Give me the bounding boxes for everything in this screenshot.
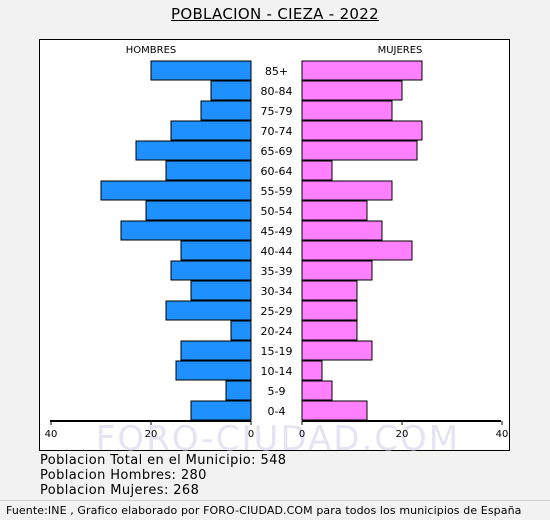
- men-bar-5-9: [225, 380, 252, 401]
- women-x-tick-label: 40: [496, 429, 509, 440]
- men-bar-10-14: [175, 360, 252, 381]
- men-bar-0-4: [190, 400, 252, 421]
- women-bar-45-49: [301, 220, 383, 241]
- women-bar-10-14: [301, 360, 323, 381]
- age-group-label: 65-69: [261, 145, 293, 158]
- age-group-label: 75-79: [261, 105, 293, 118]
- men-bar-85+: [150, 60, 252, 81]
- women-bar-50-54: [301, 200, 368, 221]
- women-bar-85+: [301, 60, 423, 81]
- women-bar-5-9: [301, 380, 333, 401]
- age-group-label: 60-64: [261, 165, 293, 178]
- women-bar-20-24: [301, 320, 358, 341]
- age-group-label: 25-29: [261, 305, 293, 318]
- age-group-label: 55-59: [261, 185, 293, 198]
- age-group-label: 80-84: [261, 85, 293, 98]
- women-bar-60-64: [301, 160, 333, 181]
- men-bar-65-69: [135, 140, 252, 161]
- men-x-tick-label: 0: [248, 429, 254, 440]
- age-group-label: 35-39: [261, 265, 293, 278]
- source-note: Fuente:INE , Grafico elaborado por FORO-…: [6, 504, 522, 517]
- men-bar-70-74: [170, 120, 252, 141]
- men-population-text: Poblacion Hombres: 280: [40, 468, 207, 483]
- men-bar-20-24: [230, 320, 252, 341]
- women-bar-55-59: [301, 180, 393, 201]
- age-group-label: 10-14: [261, 365, 293, 378]
- men-series-label: HOMBRES: [126, 45, 177, 56]
- women-bar-15-19: [301, 340, 373, 361]
- age-group-label: 0-4: [268, 405, 286, 418]
- age-group-label: 45-49: [261, 225, 293, 238]
- men-bar-40-44: [180, 240, 252, 261]
- age-group-label: 85+: [265, 65, 288, 78]
- age-group-label: 5-9: [268, 385, 286, 398]
- watermark-text: FORO-CIUDAD.COM: [96, 419, 460, 452]
- men-x-tick-label: 40: [45, 429, 58, 440]
- chart-area: FORO-CIUDAD.COM HOMBRES MUJERES 85+ 80-84 75-…: [39, 39, 510, 452]
- men-bar-30-34: [190, 280, 252, 301]
- women-bar-0-4: [301, 400, 368, 421]
- footer-divider: [0, 500, 550, 501]
- women-x-tick-label: 20: [396, 429, 409, 440]
- total-population-text: Poblacion Total en el Municipio: 548: [40, 453, 287, 468]
- men-bar-25-29: [165, 300, 252, 321]
- age-group-label: 15-19: [261, 345, 293, 358]
- men-x-tick-label: 20: [145, 429, 158, 440]
- age-group-label: 50-54: [261, 205, 293, 218]
- women-bar-75-79: [301, 100, 393, 121]
- age-group-label: 40-44: [261, 245, 293, 258]
- women-bar-80-84: [301, 80, 403, 101]
- age-group-label: 20-24: [261, 325, 293, 338]
- men-bar-45-49: [120, 220, 252, 241]
- population-pyramid: FORO-CIUDAD.COM HOMBRES MUJERES 85+ 80-84 75-…: [45, 45, 509, 452]
- chart-title: POBLACION - CIEZA - 2022: [171, 5, 379, 23]
- men-bar-50-54: [145, 200, 252, 221]
- women-bar-35-39: [301, 260, 373, 281]
- men-bar-80-84: [210, 80, 252, 101]
- women-bar-40-44: [301, 240, 413, 261]
- age-group-label: 70-74: [261, 125, 293, 138]
- men-bar-75-79: [200, 100, 252, 121]
- men-bar-15-19: [180, 340, 252, 361]
- women-bar-65-69: [301, 140, 418, 161]
- women-bar-25-29: [301, 300, 358, 321]
- women-bar-70-74: [301, 120, 423, 141]
- women-bar-30-34: [301, 280, 358, 301]
- women-series-label: MUJERES: [378, 45, 423, 56]
- men-bar-35-39: [170, 260, 252, 281]
- age-group-label: 30-34: [261, 285, 293, 298]
- women-x-tick-label: 0: [299, 429, 305, 440]
- men-bar-55-59: [100, 180, 252, 201]
- women-population-text: Poblacion Mujeres: 268: [40, 483, 200, 498]
- men-bar-60-64: [165, 160, 252, 181]
